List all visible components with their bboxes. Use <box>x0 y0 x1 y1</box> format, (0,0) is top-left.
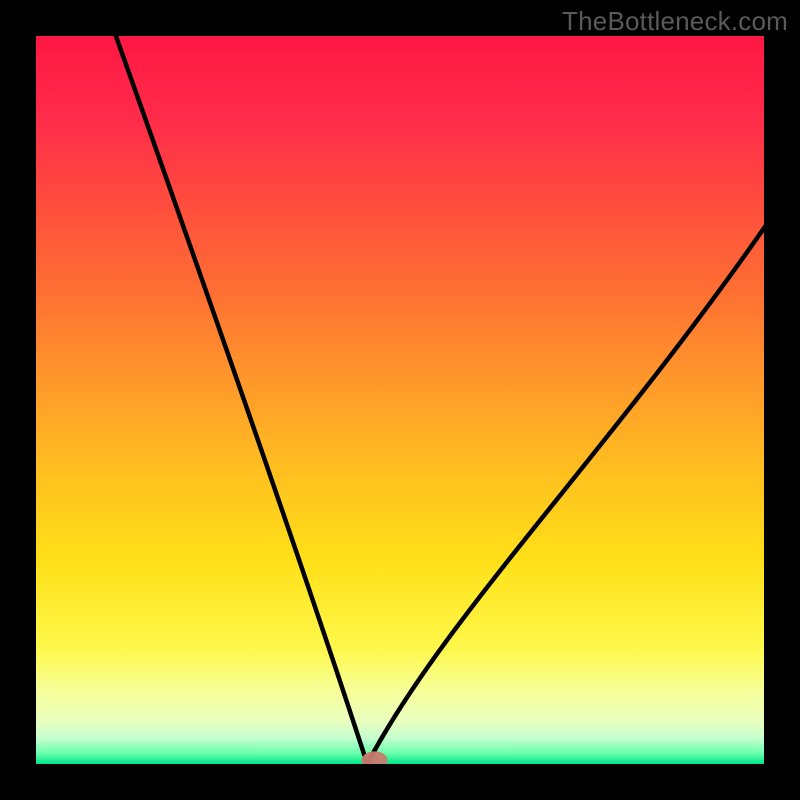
plot-background <box>36 36 764 764</box>
watermark-label: TheBottleneck.com <box>562 6 788 37</box>
figure-root: TheBottleneck.com <box>0 0 800 800</box>
bottleneck-chart <box>0 0 800 800</box>
